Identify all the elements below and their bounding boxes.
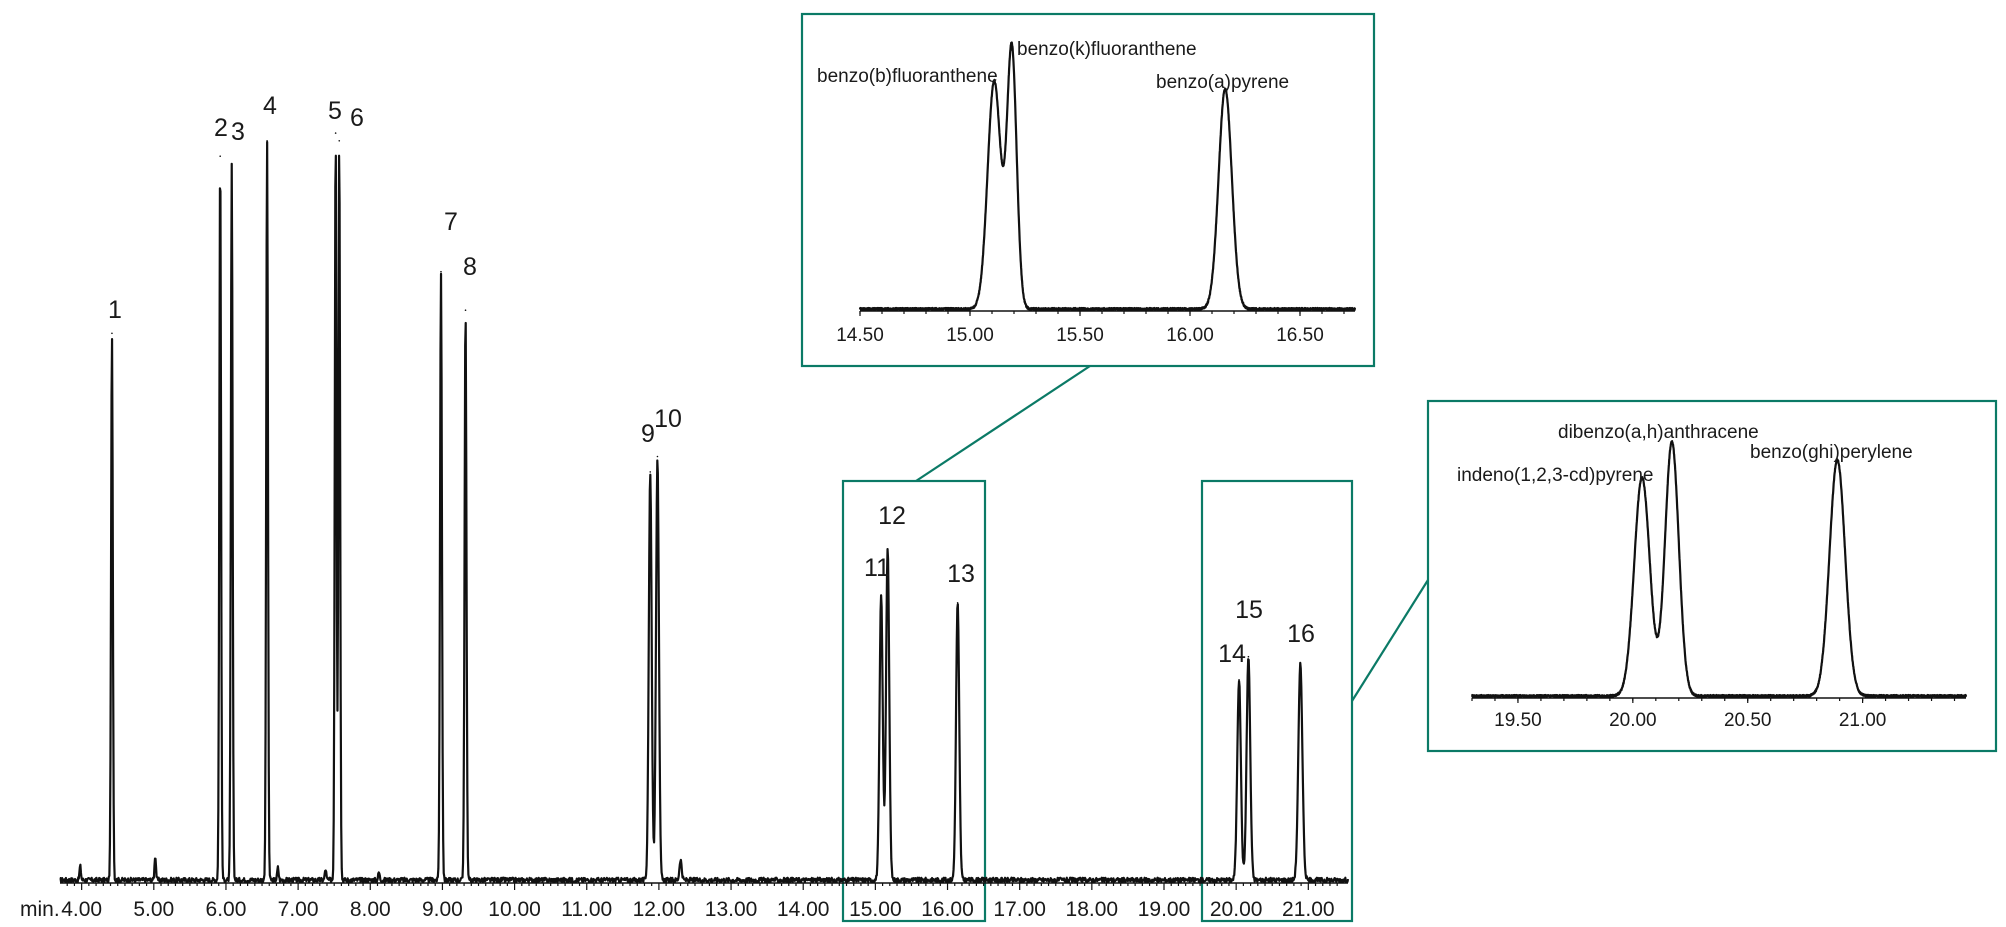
main-peak-11: [880, 594, 882, 596]
main-peak-1: [111, 332, 113, 335]
main-x-tick-label-12: 16.00: [921, 898, 974, 921]
main-peak-13: [956, 602, 959, 604]
inset2-peak-1: [1641, 476, 1643, 479]
inset1-peak-label-2: benzo(k)fluoranthene: [1017, 39, 1197, 60]
main-peak-label-7: 7: [444, 208, 458, 236]
main-x-tick-label-11: 15.00: [849, 898, 902, 921]
main-peak-label-2: 2: [214, 114, 228, 142]
inset2-peak-label-3: benzo(ghi)perylene: [1750, 442, 1913, 463]
main-trace: [59, 140, 1350, 884]
inset2-x-tick-label-1: 20.00: [1609, 710, 1657, 731]
inset2-x-tick-label-2: 20.50: [1724, 710, 1772, 731]
main-peak-6: [338, 140, 341, 142]
main-peak-5: [334, 132, 337, 134]
main-x-tick-label-7: 11.00: [561, 898, 612, 921]
zoom-connector-2: [1351, 579, 1429, 702]
inset-1-peak-labels: benzo(b)fluoranthene benzo(k)fluoranthene…: [817, 39, 1289, 93]
inset-2-peak-labels: indeno(1,2,3-cd)pyrene dibenzo(a,h)anthra…: [1457, 422, 1913, 486]
main-peak-9: [649, 471, 652, 473]
main-peak-label-6: 6: [350, 104, 364, 132]
highlight-box-2: [1200, 479, 1354, 923]
inset-1-trace: [858, 41, 1357, 312]
main-peak-label-15: 15: [1235, 596, 1263, 624]
main-x-tick-label-0: 4.00: [61, 898, 102, 921]
main-x-tick-label-15: 19.00: [1138, 898, 1191, 921]
main-peak-markers: [111, 132, 1302, 681]
main-peak-label-10: 10: [654, 405, 682, 433]
inset1-x-tick-label-4: 16.50: [1276, 325, 1324, 346]
main-peak-label-3: 3: [231, 118, 245, 146]
main-peak-14: [1238, 679, 1240, 681]
inset-1-peak-markers: [993, 49, 1226, 90]
highlight-box-1: [841, 479, 987, 923]
inset2-x-tick-label-3: 21.00: [1839, 710, 1887, 731]
inset1-peak-2: [1011, 49, 1013, 51]
inset1-peak-label-3: benzo(a)pyrene: [1156, 72, 1289, 93]
main-x-tick-label-17: 21.00: [1282, 898, 1335, 921]
main-peak-10: [656, 455, 659, 458]
main-peak-label-5: 5: [328, 97, 342, 125]
main-x-tick-label-2: 6.00: [206, 898, 247, 921]
main-peak-2: [219, 155, 221, 157]
inset1-x-tick-label-3: 16.00: [1166, 325, 1214, 346]
main-peak-label-13: 13: [947, 560, 975, 588]
main-x-tick-label-9: 13.00: [705, 898, 758, 921]
main-x-ticks: 4.00 5.00 6.00 7.00 8.00 9.00 10.00 11.00 12.00 1…: [61, 883, 1338, 921]
inset-frame-2: [1426, 399, 1998, 753]
inset-1-x-ticks: 14.50 15.00 15.50 16.00 16.50: [836, 311, 1345, 346]
main-x-tick-label-1: 5.00: [133, 898, 174, 921]
inset2-x-tick-label-0: 19.50: [1494, 710, 1542, 731]
inset2-peak-2: [1671, 441, 1673, 443]
main-x-tick-label-5: 9.00: [422, 898, 463, 921]
main-peak-label-12: 12: [878, 502, 906, 530]
main-peak-label-8: 8: [463, 253, 477, 281]
main-x-tick-label-6: 10.00: [488, 898, 541, 921]
zoom-frames: [800, 12, 1998, 923]
main-x-tick-label-14: 18.00: [1066, 898, 1119, 921]
main-x-tick-label-8: 12.00: [633, 898, 686, 921]
main-peak-12: [886, 548, 889, 550]
main-peak-3: [230, 163, 233, 165]
inset-2-x-ticks: 19.50 20.00 20.50 21.00: [1471, 698, 1956, 731]
inset-2-peak-markers: [1641, 441, 1839, 479]
main-x-unit-label: min.: [20, 898, 60, 921]
inset1-x-tick-label-2: 15.50: [1056, 325, 1104, 346]
main-peak-16: [1299, 663, 1302, 666]
inset2-peak-label-1: indeno(1,2,3-cd)pyrene: [1457, 465, 1653, 486]
main-peak-15: [1247, 655, 1250, 658]
main-chromatogram: 4.00 5.00 6.00 7.00 8.00 9.00 10.00 11.00 12.00 1…: [20, 92, 1350, 921]
inset1-x-tick-label-0: 14.50: [836, 325, 884, 346]
inset2-peak-3: [1836, 458, 1839, 461]
main-peak-4: [266, 140, 268, 142]
inset1-x-tick-label-1: 15.00: [946, 325, 994, 346]
inset-2-chromatogram: 19.50 20.00 20.50 21.00 indeno(1,2,3-cd)pyr…: [1457, 422, 1968, 731]
inset-2-trace: [1471, 440, 1968, 699]
main-x-tick-label-13: 17.00: [993, 898, 1046, 921]
main-peak-label-11: 11: [864, 554, 890, 582]
zoom-connector-1: [915, 365, 1091, 482]
main-peak-label-16: 16: [1287, 620, 1315, 648]
main-peak-label-4: 4: [263, 92, 277, 120]
main-peak-7: [440, 270, 442, 273]
main-x-tick-label-4: 8.00: [350, 898, 391, 921]
inset2-peak-label-2: dibenzo(a,h)anthracene: [1558, 422, 1759, 443]
main-peak-label-1: 1: [108, 296, 122, 324]
main-peak-label-9: 9: [641, 420, 655, 448]
main-peak-8: [464, 309, 467, 312]
main-peak-label-14: 14: [1218, 640, 1246, 668]
inset1-peak-label-1: benzo(b)fluoranthene: [817, 66, 998, 87]
inset1-peak-1: [993, 80, 995, 82]
main-x-tick-label-10: 14.00: [777, 898, 830, 921]
main-x-tick-label-3: 7.00: [278, 898, 319, 921]
inset1-peak-3: [1224, 88, 1226, 90]
main-x-tick-label-16: 20.00: [1210, 898, 1263, 921]
inset-1-chromatogram: 14.50 15.00 15.50 16.00 16.50 benzo(b)fluora…: [817, 39, 1357, 346]
